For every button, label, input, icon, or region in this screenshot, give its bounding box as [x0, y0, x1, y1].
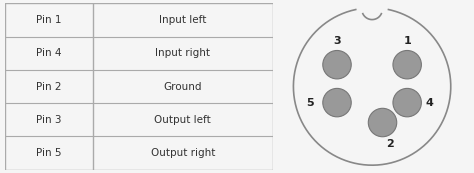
- Text: 1: 1: [403, 36, 411, 46]
- Text: Input right: Input right: [155, 48, 210, 58]
- Circle shape: [393, 88, 421, 117]
- Circle shape: [323, 88, 351, 117]
- Text: Ground: Ground: [164, 81, 202, 92]
- Text: 4: 4: [425, 98, 433, 108]
- Text: 2: 2: [386, 139, 394, 149]
- Circle shape: [393, 51, 421, 79]
- Text: 5: 5: [307, 98, 314, 108]
- Text: Pin 4: Pin 4: [36, 48, 62, 58]
- Text: Pin 5: Pin 5: [36, 148, 62, 158]
- Circle shape: [323, 51, 351, 79]
- Circle shape: [368, 108, 397, 137]
- Text: Pin 3: Pin 3: [36, 115, 62, 125]
- Text: Pin 2: Pin 2: [36, 81, 62, 92]
- Text: 3: 3: [333, 36, 341, 46]
- Text: Output right: Output right: [151, 148, 215, 158]
- Text: Pin 1: Pin 1: [36, 15, 62, 25]
- Text: Output left: Output left: [155, 115, 211, 125]
- Text: Input left: Input left: [159, 15, 207, 25]
